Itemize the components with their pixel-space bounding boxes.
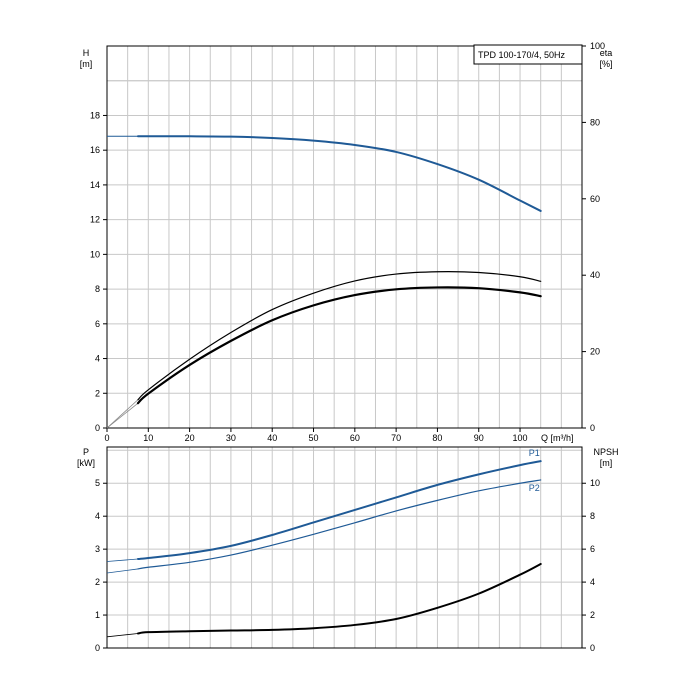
y-left-tick-label: 6 [95, 319, 100, 329]
y-right-label-top: eta [600, 48, 613, 58]
x-tick-label: 40 [267, 433, 277, 443]
y-right-tick-label: 0 [590, 643, 595, 653]
series-extension [106, 568, 139, 574]
x-tick-label: 80 [432, 433, 442, 443]
y-left-tick-label: 1 [95, 610, 100, 620]
y-right-tick-label: 8 [590, 511, 595, 521]
y-right-tick-label: 80 [590, 117, 600, 127]
series-label-p1: P1 [529, 448, 540, 458]
series-line-2 [136, 562, 542, 635]
series-line-p2 [137, 479, 542, 570]
y-right-tick-label: 60 [590, 194, 600, 204]
y-right-label-bottom: NPSH [593, 447, 618, 457]
y-right-tick-label: 2 [590, 610, 595, 620]
y-right-tick-label: 0 [590, 423, 595, 433]
y-left-tick-label: 16 [90, 145, 100, 155]
y-left-tick-label: 3 [95, 544, 100, 554]
y-left-tick-label: 4 [95, 354, 100, 364]
chart-title: TPD 100-170/4, 50Hz [478, 50, 566, 60]
x-tick-label: 30 [226, 433, 236, 443]
y-left-tick-label: 12 [90, 215, 100, 225]
series-extension [106, 402, 139, 429]
series-extension [106, 399, 139, 429]
y-left-unit-top: [m] [80, 59, 93, 69]
plot-frame [106, 446, 583, 649]
y-right-unit-top: [%] [599, 59, 612, 69]
y-left-tick-label: 0 [95, 423, 100, 433]
y-left-tick-label: 10 [90, 249, 100, 259]
y-right-tick-label: 6 [590, 544, 595, 554]
y-right-unit-bottom: [m] [600, 458, 613, 468]
y-left-tick-label: 2 [95, 388, 100, 398]
series-line-p1 [136, 460, 542, 561]
x-tick-label: 90 [474, 433, 484, 443]
x-tick-label: 70 [391, 433, 401, 443]
y-left-tick-label: 14 [90, 180, 100, 190]
series-label-p2: P2 [529, 483, 540, 493]
y-right-tick-label: 20 [590, 347, 600, 357]
y-left-tick-label: 18 [90, 110, 100, 120]
series-line-1 [137, 271, 542, 401]
x-tick-label: 0 [104, 433, 109, 443]
series-line-0 [136, 135, 542, 212]
y-right-tick-label: 4 [590, 577, 595, 587]
y-left-unit-bottom: [kW] [77, 458, 95, 468]
y-left-label-top: H [83, 48, 90, 58]
series-extension [106, 633, 139, 638]
y-left-tick-label: 0 [95, 643, 100, 653]
x-tick-label: 100 [513, 433, 528, 443]
y-right-tick-label: 10 [590, 478, 600, 488]
y-left-label-bottom: P [83, 447, 89, 457]
y-left-tick-label: 5 [95, 478, 100, 488]
chart-title-box: TPD 100-170/4, 50Hz [473, 44, 583, 65]
plot-frame [106, 45, 583, 429]
y-left-tick-label: 2 [95, 577, 100, 587]
y-left-tick-label: 4 [95, 511, 100, 521]
x-axis-label: Q [m³/h] [541, 433, 574, 443]
series-line-2 [136, 286, 542, 405]
x-tick-label: 50 [309, 433, 319, 443]
y-right-tick-label: 40 [590, 270, 600, 280]
y-left-tick-label: 8 [95, 284, 100, 294]
series-extension [106, 558, 139, 562]
x-tick-label: 10 [143, 433, 153, 443]
x-tick-label: 60 [350, 433, 360, 443]
head-efficiency-chart: 0 2 4 6 8 10 12 14 16 18 0 20 40 60 80 100 0 10 20 30 40 50 60… [90, 41, 605, 443]
x-tick-label: 20 [185, 433, 195, 443]
power-npsh-chart: 0 1 2 3 4 5 0 2 4 6 8 10 P1 P2 [95, 446, 600, 653]
y-right-tick-label: 100 [590, 41, 605, 51]
